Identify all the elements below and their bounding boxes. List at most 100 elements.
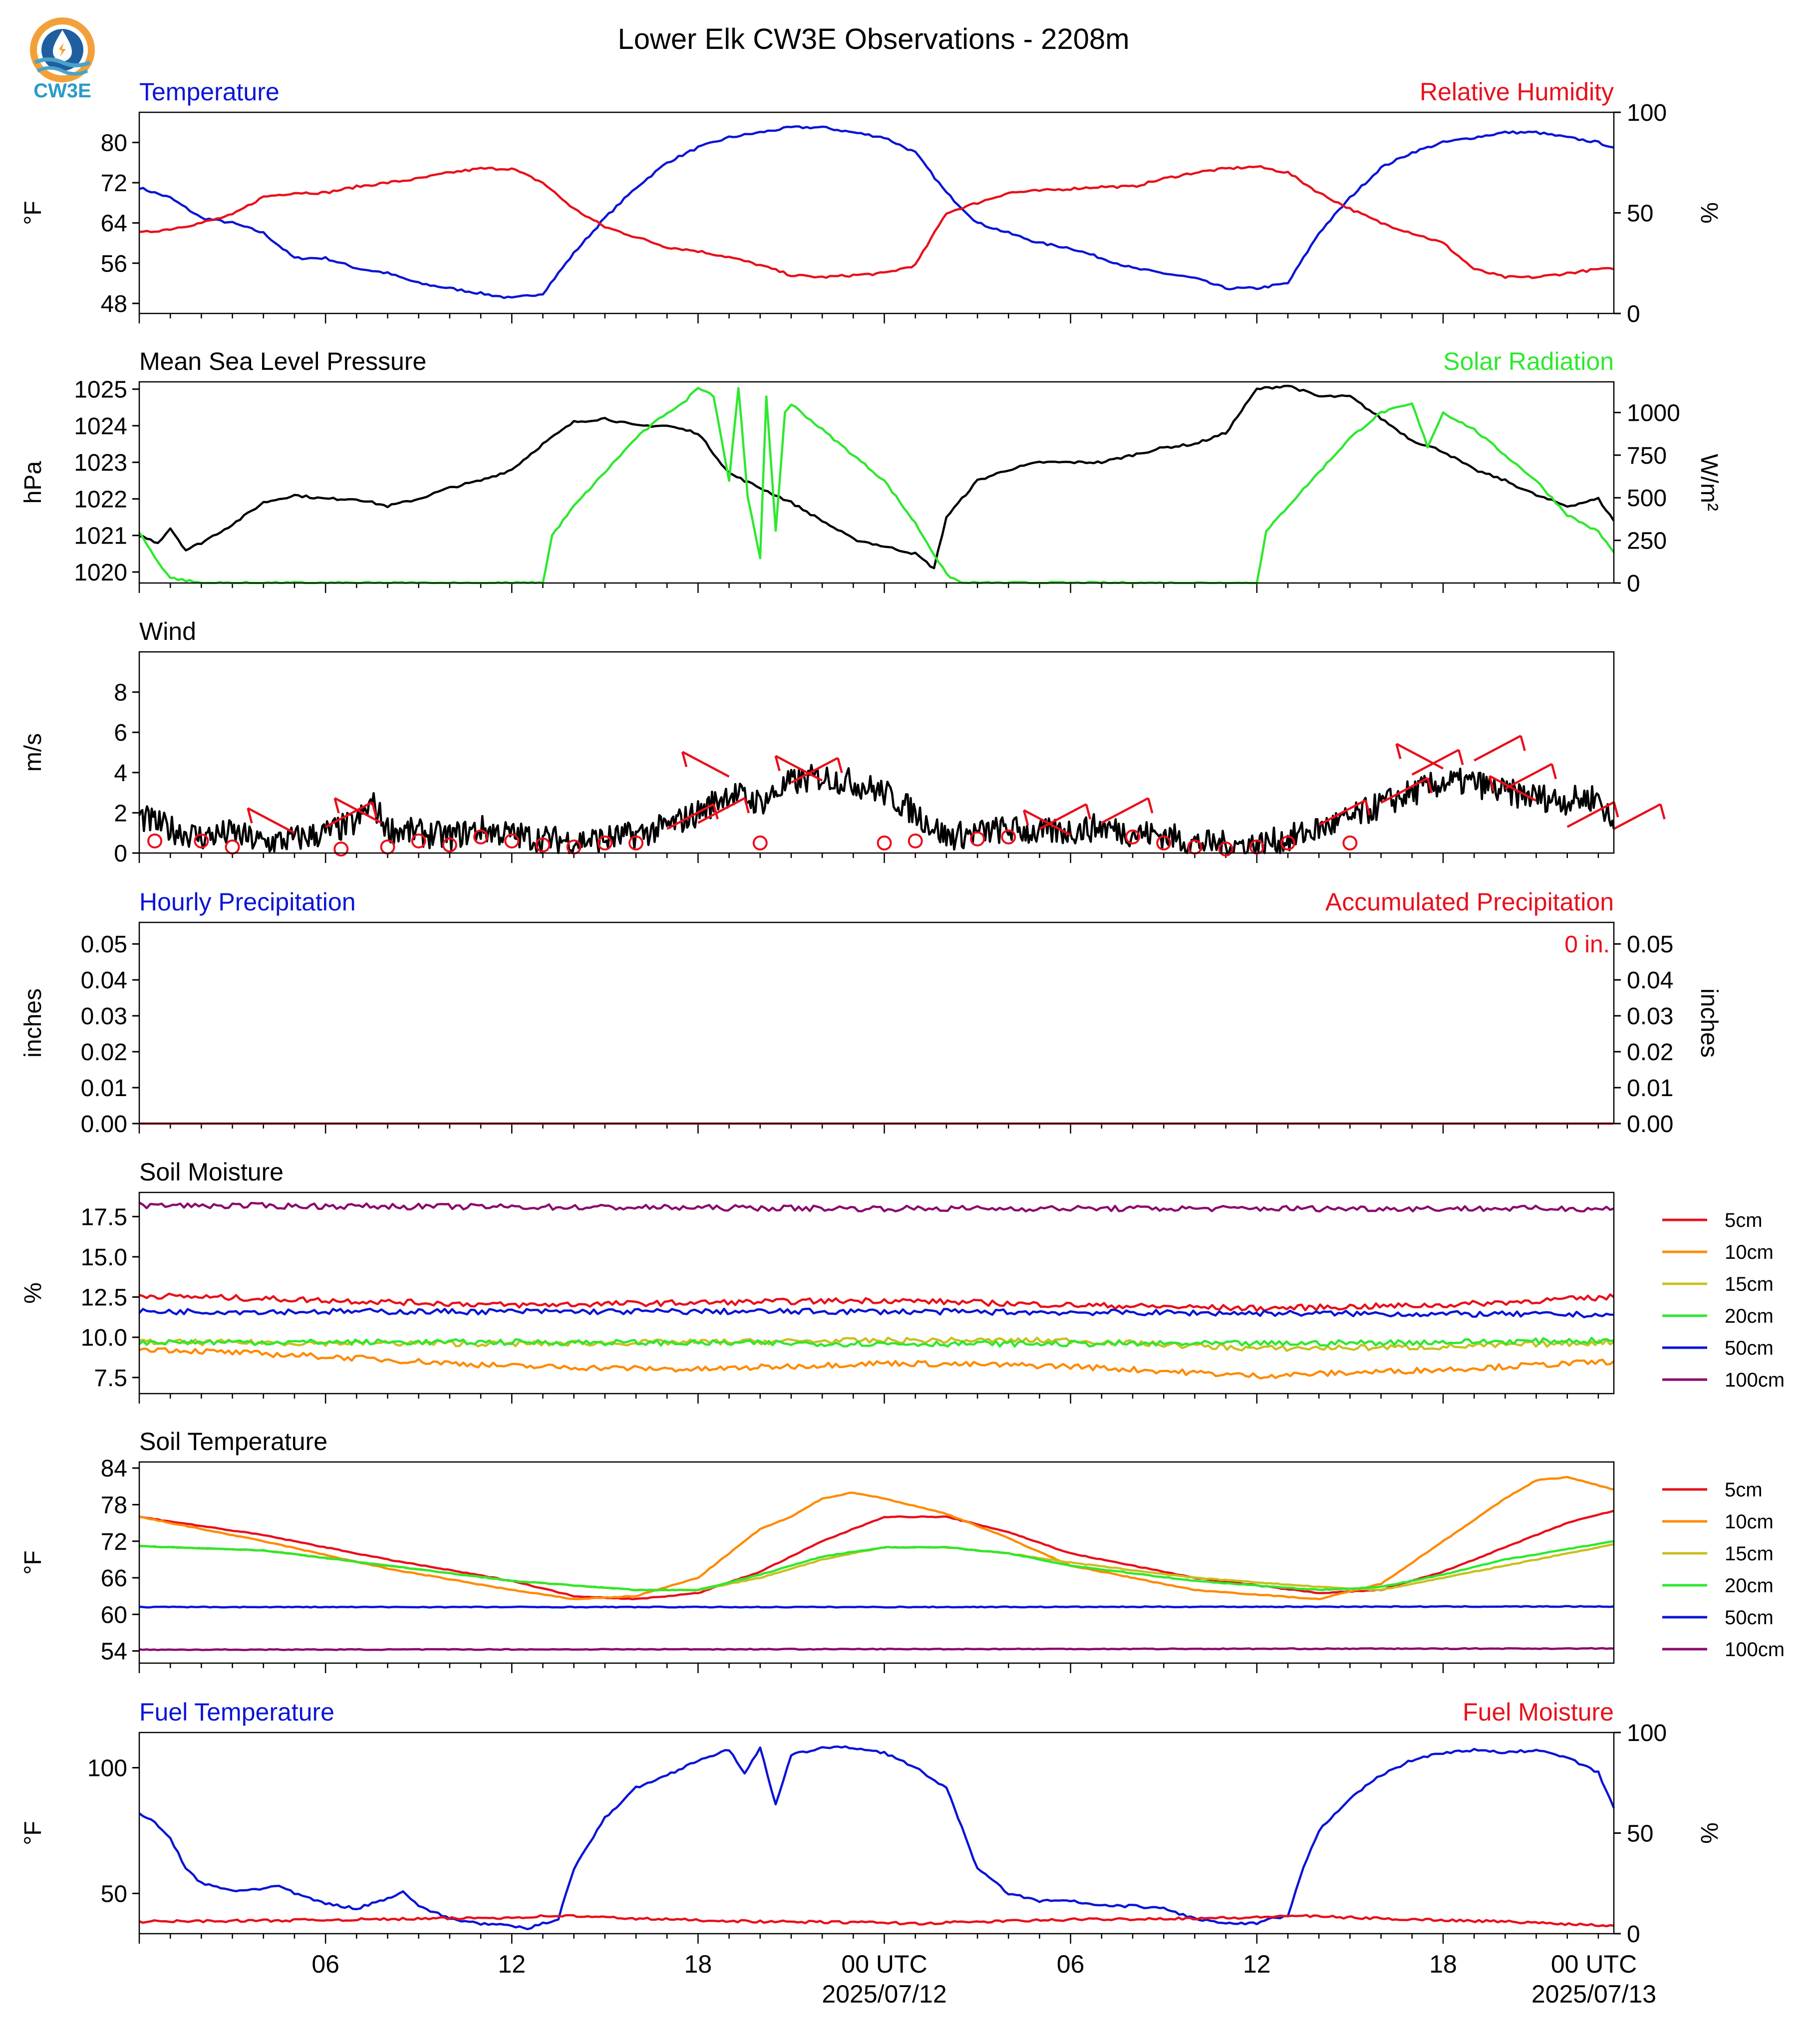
y-right-axis-label: % <box>1696 202 1722 224</box>
y-tick-label: 0.00 <box>81 1111 127 1138</box>
logo-text: CW3E <box>33 80 91 102</box>
wind-barb-flag <box>247 808 253 824</box>
y-tick-label: 1023 <box>74 450 127 476</box>
wind-barb-calm <box>1125 829 1141 845</box>
legend-label-100cm: 100cm <box>1725 1369 1785 1391</box>
wind-barb <box>334 797 382 824</box>
wind-barb-flag <box>1147 798 1154 814</box>
x-tick-label: 00 UTC <box>841 1950 927 1978</box>
x-date-label: 2025/07/12 <box>822 1980 946 2008</box>
wind-barb-flag <box>837 757 843 774</box>
y-tick-label: 1025 <box>74 377 127 403</box>
wind-barb-calm <box>1342 835 1358 851</box>
wind-barb-flag <box>371 802 377 818</box>
legend-label-5cm: 5cm <box>1725 1479 1763 1501</box>
series-line-20cm <box>139 1540 1614 1592</box>
y-right-tick-label: 0 <box>1627 571 1640 597</box>
y-right-tick-label: 0.02 <box>1627 1039 1673 1066</box>
y-tick-label: 80 <box>101 130 127 156</box>
y-tick-label: 66 <box>101 1565 127 1592</box>
page-title: Lower Elk CW3E Observations - 2208m <box>617 23 1129 55</box>
y-right-tick-label: 0.00 <box>1627 1111 1673 1138</box>
legend-label-50cm: 50cm <box>1725 1607 1774 1629</box>
x-tick-label: 18 <box>1429 1950 1457 1978</box>
series-line-50cm <box>138 1307 1614 1319</box>
plot-frame <box>138 381 1615 584</box>
y-tick-label: 4 <box>114 760 127 787</box>
y-right-tick-label: 100 <box>1627 1720 1667 1746</box>
panel-right-title: Accumulated Precipitation <box>1325 888 1614 916</box>
y-tick-label: 72 <box>101 170 127 197</box>
legend-label-5cm: 5cm <box>1725 1209 1763 1231</box>
wind-barb-calm <box>535 837 551 853</box>
y-tick-label: 0 <box>114 841 127 867</box>
wind-barb-calm <box>1218 841 1233 857</box>
y-tick-label: 10.0 <box>81 1325 127 1351</box>
wind-barb-calm <box>1280 835 1296 851</box>
plot-frame <box>138 1461 1615 1664</box>
plot-frame <box>138 921 1615 1125</box>
panel-left-title: Wind <box>139 617 196 645</box>
y-tick-label: 1020 <box>74 560 127 586</box>
y-tick-label: 12.5 <box>81 1285 127 1311</box>
series-line-black <box>138 764 1615 855</box>
wind-barb <box>1474 735 1521 762</box>
wind-barb-calm <box>473 829 489 845</box>
series-line-blue <box>139 125 1614 299</box>
y-right-tick-label: 250 <box>1627 528 1667 555</box>
y-axis-label: % <box>20 1282 46 1304</box>
legend-label-50cm: 50cm <box>1725 1337 1774 1359</box>
y-right-tick-label: 1000 <box>1627 400 1680 426</box>
y-right-tick-label: 0.04 <box>1627 967 1673 994</box>
wind-barb <box>1023 809 1071 836</box>
y-axis-label: °F <box>20 1821 46 1845</box>
wind-barb <box>1380 777 1429 804</box>
y-tick-label: 56 <box>101 251 127 277</box>
series-line-50cm <box>139 1605 1614 1609</box>
panel-left-title: Fuel Temperature <box>139 1698 334 1726</box>
panel-right-title: Relative Humidity <box>1420 78 1614 106</box>
y-axis-label: m/s <box>20 733 46 772</box>
wind-barb <box>666 803 714 830</box>
y-right-tick-label: 500 <box>1627 485 1667 512</box>
y-tick-label: 72 <box>101 1529 127 1555</box>
y-tick-label: 2 <box>114 800 127 827</box>
y-right-tick-label: 750 <box>1627 443 1667 469</box>
y-tick-label: 100 <box>87 1755 127 1782</box>
plot-frame <box>138 111 1615 314</box>
series-line-15cm <box>139 1336 1615 1352</box>
y-tick-label: 54 <box>101 1639 127 1665</box>
wind-barb-calm <box>752 835 768 851</box>
y-axis-label: inches <box>20 988 46 1058</box>
plot-frame <box>138 651 1615 854</box>
wind-barb <box>697 797 745 824</box>
wind-barb <box>1411 749 1460 776</box>
panel-left-title: Mean Sea Level Pressure <box>139 347 426 375</box>
y-tick-label: 7.5 <box>94 1365 127 1392</box>
x-tick-label: 12 <box>498 1950 526 1978</box>
x-tick-label: 06 <box>311 1950 339 1978</box>
wind-barb-calm <box>908 833 923 849</box>
x-tick-label: 06 <box>1057 1950 1085 1978</box>
wind-barb-flag <box>1395 743 1402 759</box>
panel-right-title: Solar Radiation <box>1443 347 1614 375</box>
y-right-tick-label: 50 <box>1627 1821 1653 1847</box>
panel-left-title: Temperature <box>139 78 280 106</box>
series-line-5cm <box>139 1292 1615 1312</box>
wind-barb-calm <box>628 835 644 851</box>
series-line-20cm <box>138 1337 1614 1348</box>
wind-barb-flag <box>333 798 340 814</box>
y-right-axis-label: inches <box>1696 988 1722 1058</box>
y-tick-label: 15.0 <box>81 1244 127 1271</box>
wind-barb-calm <box>194 833 209 849</box>
wind-barb-calm <box>1156 835 1172 851</box>
y-tick-label: 0.05 <box>81 931 127 958</box>
wind-barb-flag <box>1613 802 1619 818</box>
wind-barb-calm <box>504 833 520 849</box>
y-tick-label: 6 <box>114 720 127 746</box>
series-line-red <box>139 165 1614 280</box>
y-tick-label: 0.03 <box>81 1003 127 1030</box>
legend-label-15cm: 15cm <box>1725 1273 1774 1295</box>
y-tick-label: 50 <box>101 1881 127 1907</box>
